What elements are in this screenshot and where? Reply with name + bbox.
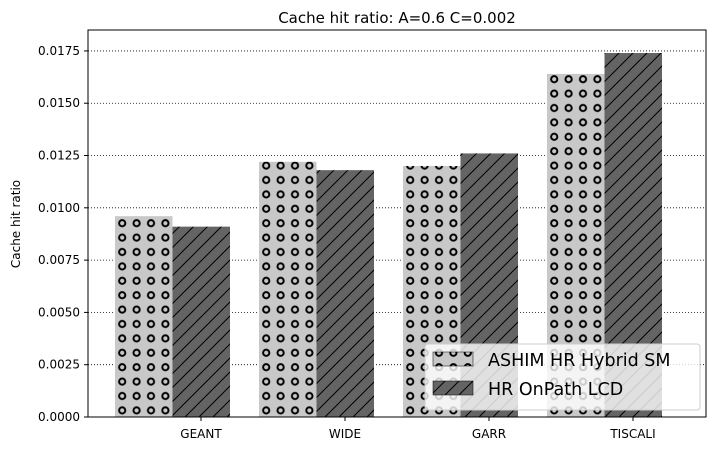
- bar-wide-ashim: [259, 161, 317, 417]
- y-tick-label: 0.0050: [38, 305, 80, 319]
- x-tick-label: GARR: [472, 427, 506, 441]
- x-axis: GEANT WIDE GARR TISCALI: [180, 417, 656, 441]
- x-tick-label: GEANT: [180, 427, 222, 441]
- y-tick-label: 0.0100: [38, 201, 80, 215]
- y-tick-label: 0.0025: [38, 358, 80, 372]
- legend-label-onpath: HR OnPath LCD: [488, 380, 623, 400]
- legend-box: [424, 343, 701, 411]
- y-tick-label: 0.0000: [38, 410, 80, 424]
- y-tick-label: 0.0150: [38, 96, 80, 110]
- legend-swatch-ashim: [432, 351, 474, 367]
- legend: ASHIM HR Hybrid SM HR OnPath LCD: [424, 343, 701, 411]
- x-tick-label: TISCALI: [609, 427, 655, 441]
- x-tick-label: WIDE: [329, 427, 361, 441]
- y-axis: 0.0000 0.0025 0.0050 0.0075 0.0100 0.0125 0.01…: [38, 44, 88, 424]
- chart-title: Cache hit ratio: A=0.6 C=0.002: [278, 9, 516, 27]
- plot-frame: [87, 29, 707, 418]
- y-tick-label: 0.0075: [38, 253, 80, 267]
- bar-wide-onpath: [316, 170, 374, 417]
- y-tick-label: 0.0125: [38, 149, 80, 163]
- y-axis-label: Cache hit ratio: [9, 180, 23, 268]
- bar-geant-onpath: [172, 226, 230, 417]
- legend-swatch-onpath: [432, 380, 474, 396]
- bar-geant-ashim: [115, 216, 173, 417]
- legend-label-ashim: ASHIM HR Hybrid SM: [488, 351, 671, 371]
- y-tick-label: 0.0175: [38, 44, 80, 58]
